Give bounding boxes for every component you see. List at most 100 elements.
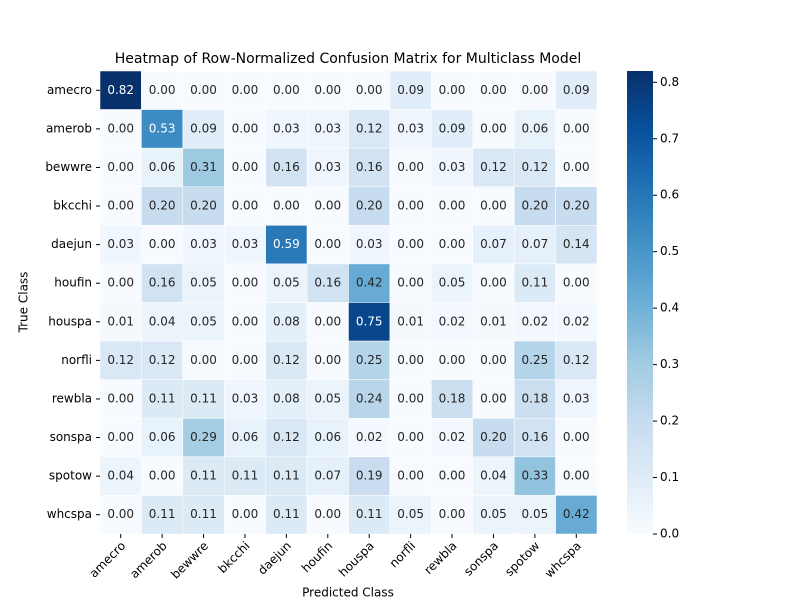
x-tick-label: daejun — [255, 539, 294, 578]
heatmap-cell — [306, 186, 349, 226]
heatmap-cell — [182, 495, 225, 535]
heatmap-cell — [99, 109, 142, 149]
heatmap-cell — [555, 147, 598, 188]
heatmap-cell — [389, 379, 432, 419]
colorbar-tick-label: 0.3 — [660, 357, 679, 371]
heatmap-cell — [555, 340, 598, 380]
heatmap-cell — [348, 418, 391, 458]
heatmap-cell — [99, 456, 142, 496]
heatmap-cell — [348, 340, 391, 380]
cell-value-label: 0.00 — [397, 276, 424, 290]
cell-value-label: 0.16 — [273, 160, 300, 174]
cell-value-label: 0.00 — [232, 507, 259, 521]
cell-value-label: 0.00 — [149, 83, 176, 97]
cell-value-label: 0.02 — [563, 314, 590, 328]
heatmap-cell — [472, 418, 515, 458]
cell-value-label: 0.12 — [149, 353, 176, 367]
heatmap-cell — [389, 418, 432, 458]
heatmap-cell — [182, 147, 225, 188]
cell-value-label: 0.00 — [232, 199, 259, 213]
cell-value-label: 0.03 — [563, 391, 590, 405]
heatmap-cell — [306, 70, 349, 110]
cell-value-label: 0.00 — [190, 353, 217, 367]
colorbar-tick-label: 0.1 — [660, 470, 679, 484]
cell-value-label: 0.00 — [232, 121, 259, 135]
heatmap-cell — [182, 456, 225, 496]
cell-value-label: 0.12 — [273, 430, 300, 444]
cell-value-label: 0.00 — [273, 199, 300, 213]
cell-value-label: 0.00 — [439, 237, 466, 251]
heatmap-cell — [265, 225, 308, 265]
heatmap-cell — [555, 495, 598, 535]
cell-value-label: 0.12 — [273, 353, 300, 367]
cell-value-label: 0.11 — [273, 469, 300, 483]
cell-value-label: 0.01 — [480, 314, 507, 328]
heatmap-cell — [182, 379, 225, 419]
cell-value-label: 0.04 — [107, 469, 134, 483]
heatmap-cell — [472, 186, 515, 226]
cell-value-label: 0.01 — [397, 314, 424, 328]
cell-value-label: 0.03 — [356, 237, 383, 251]
cell-value-label: 0.00 — [356, 83, 383, 97]
cell-value-label: 0.20 — [190, 199, 217, 213]
heatmap-cell — [389, 225, 432, 265]
cell-value-label: 0.42 — [356, 276, 383, 290]
y-axis-label: True Class — [17, 272, 31, 334]
cell-value-label: 0.00 — [314, 199, 341, 213]
cell-value-label: 0.02 — [522, 314, 549, 328]
cell-value-label: 0.00 — [563, 430, 590, 444]
colorbar-tick-label: 0.7 — [660, 131, 679, 145]
cell-value-label: 0.04 — [480, 469, 507, 483]
cell-value-label: 0.00 — [480, 391, 507, 405]
heatmap-cell — [306, 379, 349, 419]
y-tick-label: rewbla — [52, 391, 92, 405]
cell-value-label: 0.05 — [397, 507, 424, 521]
cell-value-label: 0.05 — [190, 276, 217, 290]
cell-value-label: 0.00 — [107, 430, 134, 444]
cell-value-label: 0.03 — [232, 391, 259, 405]
cell-value-label: 0.75 — [356, 314, 383, 328]
heatmap-cell — [348, 495, 391, 535]
cell-value-label: 0.08 — [273, 314, 300, 328]
cell-value-label: 0.11 — [149, 507, 176, 521]
cell-value-label: 0.00 — [397, 391, 424, 405]
cell-value-label: 0.05 — [190, 314, 217, 328]
x-tick-label: norfli — [387, 539, 419, 571]
heatmap-cell — [555, 186, 598, 226]
heatmap-cell — [224, 302, 266, 342]
heatmap-cell — [513, 379, 556, 419]
cell-value-label: 0.11 — [149, 391, 176, 405]
cell-value-label: 0.42 — [563, 507, 590, 521]
cell-value-label: 0.00 — [314, 507, 341, 521]
cell-value-label: 0.59 — [273, 237, 300, 251]
x-tick-label: houspa — [336, 539, 377, 580]
cell-value-label: 0.00 — [107, 199, 134, 213]
cell-value-label: 0.00 — [232, 314, 259, 328]
cell-value-label: 0.00 — [273, 83, 300, 97]
heatmap-cell — [389, 263, 432, 303]
heatmap-cell — [99, 147, 142, 188]
heatmap-cell — [513, 186, 556, 226]
cell-value-label: 0.00 — [439, 199, 466, 213]
heatmap-cell — [348, 456, 391, 496]
cell-value-label: 0.02 — [439, 430, 466, 444]
heatmap-cell — [306, 495, 349, 535]
colorbar-tick-label: 0.5 — [660, 244, 679, 258]
y-tick-label: amerob — [46, 121, 92, 135]
cell-value-label: 0.00 — [397, 430, 424, 444]
cell-value-label: 0.00 — [480, 276, 507, 290]
heatmap-cell — [389, 340, 432, 380]
cell-value-label: 0.53 — [149, 121, 176, 135]
x-tick-label: amecro — [87, 539, 129, 581]
heatmap-cell — [431, 302, 474, 342]
cell-value-label: 0.00 — [107, 160, 134, 174]
x-tick-label: spotow — [502, 539, 542, 579]
cell-value-label: 0.00 — [439, 507, 466, 521]
heatmap-cell — [472, 109, 515, 149]
colorbar-tick-label: 0.0 — [660, 527, 679, 541]
heatmap-cell — [348, 263, 391, 303]
cell-value-label: 0.20 — [563, 199, 590, 213]
cell-value-label: 0.01 — [107, 314, 134, 328]
cell-value-label: 0.25 — [522, 353, 549, 367]
